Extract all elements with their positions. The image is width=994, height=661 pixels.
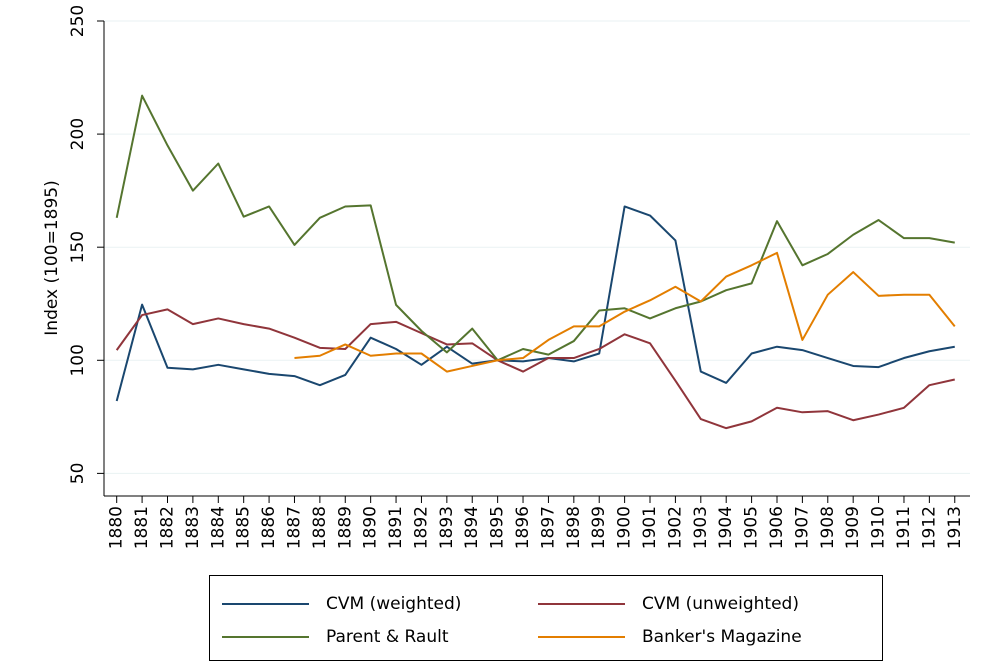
x-tick-label: 1912 [919, 506, 939, 549]
x-tick-label: 1900 [615, 506, 635, 549]
x-tick-label: 1898 [564, 506, 584, 549]
x-tick-label: 1896 [513, 506, 533, 549]
x-tick-label: 1904 [716, 506, 736, 549]
x-tick-label: 1891 [386, 506, 406, 549]
y-tick-label: 150 [68, 231, 88, 263]
x-tick-label: 1892 [411, 506, 431, 549]
y-tick-label: 50 [68, 463, 88, 485]
y-tick-label: 250 [68, 5, 88, 37]
x-tick-label: 1893 [437, 506, 457, 549]
x-tick-label: 1889 [335, 506, 355, 549]
x-tick-label: 1911 [894, 506, 914, 549]
y-tick-label: 100 [68, 344, 88, 376]
legend-label: Parent & Rault [326, 627, 449, 647]
x-tick-label: 1901 [640, 506, 660, 549]
x-tick-label: 1905 [742, 506, 762, 549]
series-line [294, 251, 956, 373]
x-tick-label: 1881 [132, 506, 152, 549]
x-tick-label: 1890 [361, 506, 381, 549]
x-tick-label: 1910 [869, 506, 889, 549]
x-tick-label: 1894 [462, 506, 482, 549]
legend-box [209, 575, 883, 661]
legend-label: CVM (weighted) [326, 594, 461, 614]
x-tick-label: 1897 [538, 506, 558, 549]
legend-label: CVM (unweighted) [642, 594, 799, 614]
x-tick-label: 1880 [107, 506, 127, 549]
legend-label: Banker's Magazine [642, 627, 802, 647]
x-tick-label: 1909 [843, 506, 863, 549]
x-tick-label: 1895 [488, 506, 508, 549]
x-tick-label: 1888 [310, 506, 330, 549]
x-tick-label: 1887 [284, 506, 304, 549]
x-tick-label: 1907 [792, 506, 812, 549]
series-line [115, 205, 955, 402]
x-tick-label: 1899 [589, 506, 609, 549]
series-line [115, 94, 955, 362]
x-tick-label: 1906 [767, 506, 787, 549]
x-tick-label: 1885 [234, 506, 254, 549]
x-tick-label: 1908 [818, 506, 838, 549]
y-axis-label: Index (100=1895) [42, 180, 62, 335]
x-tick-label: 1883 [183, 506, 203, 549]
series-line [115, 308, 955, 430]
x-tick-label: 1903 [691, 506, 711, 549]
x-tick-label: 1902 [665, 506, 685, 549]
x-tick-label: 1884 [208, 506, 228, 549]
y-tick-label: 200 [68, 118, 88, 150]
x-tick-label: 1913 [945, 506, 965, 549]
x-tick-label: 1882 [157, 506, 177, 549]
x-tick-label: 1886 [259, 506, 279, 549]
